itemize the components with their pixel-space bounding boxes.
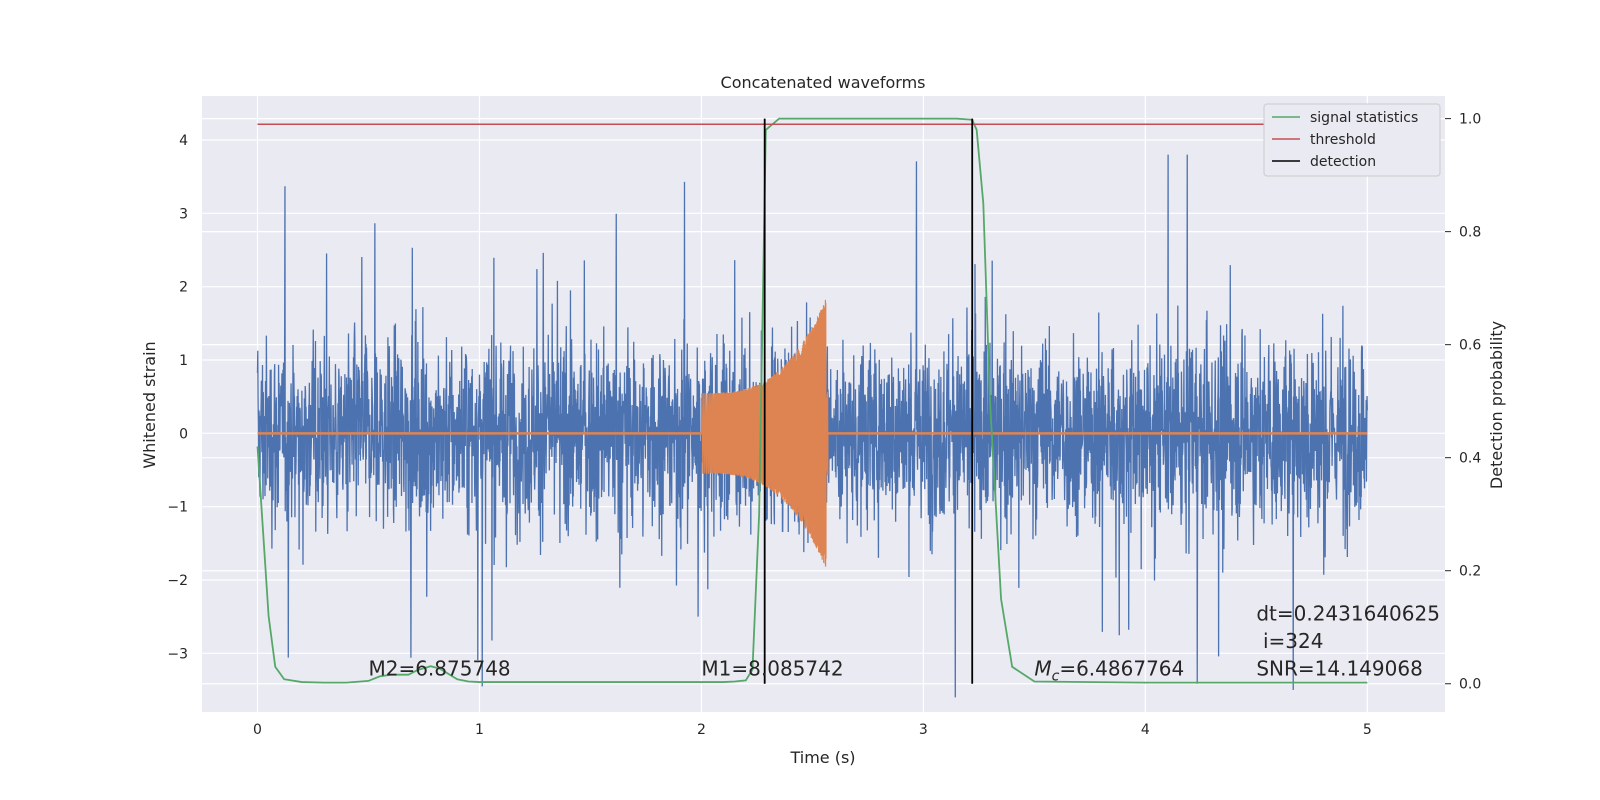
x-tick-label: 2 [697, 722, 706, 738]
x-tick-label: 3 [919, 722, 928, 738]
y-tick-label: 1 [179, 353, 188, 369]
annotations: M2=6.875748 M1=8.085742 Mc=6.4867764 dt=0.2… [368, 601, 1439, 684]
chart-title: Concatenated waveforms [721, 73, 926, 92]
y2-tick-label: 0.8 [1459, 225, 1481, 241]
annotation-snr: SNR=14.149068 [1256, 656, 1422, 680]
annotation-dt: dt=0.2431640625 [1256, 601, 1440, 625]
signal-statistics-line [256, 117, 1368, 684]
y-tick-label: −3 [167, 646, 188, 662]
y-axis-label: Whitened strain [140, 341, 159, 468]
x-axis-label: Time (s) [789, 748, 855, 767]
y2-tick-label: 0.0 [1459, 677, 1481, 693]
y2-ticks: 0.0 0.2 0.4 0.6 0.8 1.0 [1445, 112, 1481, 693]
legend-label-threshold: threshold [1310, 132, 1376, 148]
right-axis-series [256, 117, 1368, 684]
legend-box [1263, 103, 1441, 177]
legend-label-signal-statistics: signal statistics [1310, 110, 1418, 126]
annotation-i: i=324 [1263, 629, 1324, 653]
legend-label-detection: detection [1310, 154, 1376, 170]
y-tick-label: −2 [167, 573, 188, 589]
y2-tick-label: 0.4 [1459, 451, 1481, 467]
x-tick-label: 0 [253, 722, 262, 738]
x-tick-label: 1 [475, 722, 484, 738]
y2-axis-label: Detection probability [1487, 321, 1506, 489]
y-ticks: −3 −2 −1 0 1 2 3 4 [167, 133, 188, 662]
x-tick-label: 4 [1141, 722, 1150, 738]
y-tick-label: 2 [179, 280, 188, 296]
y2-tick-label: 0.2 [1459, 564, 1481, 580]
y2-tick-label: 0.6 [1459, 338, 1481, 354]
legend: signal statistics threshold detection [1263, 103, 1441, 177]
y-tick-label: −1 [167, 500, 188, 516]
y-tick-label: 0 [179, 426, 188, 442]
x-ticks: 0 1 2 3 4 5 [253, 722, 1372, 738]
y-tick-label: 4 [179, 133, 188, 149]
annotation-m2: M2=6.875748 [368, 656, 510, 680]
x-tick-label: 5 [1363, 722, 1372, 738]
y2-tick-label: 1.0 [1459, 112, 1481, 128]
annotation-m1: M1=8.085742 [701, 656, 843, 680]
y-tick-label: 3 [179, 206, 188, 222]
annotation-mc: Mc=6.4867764 [1034, 656, 1184, 684]
